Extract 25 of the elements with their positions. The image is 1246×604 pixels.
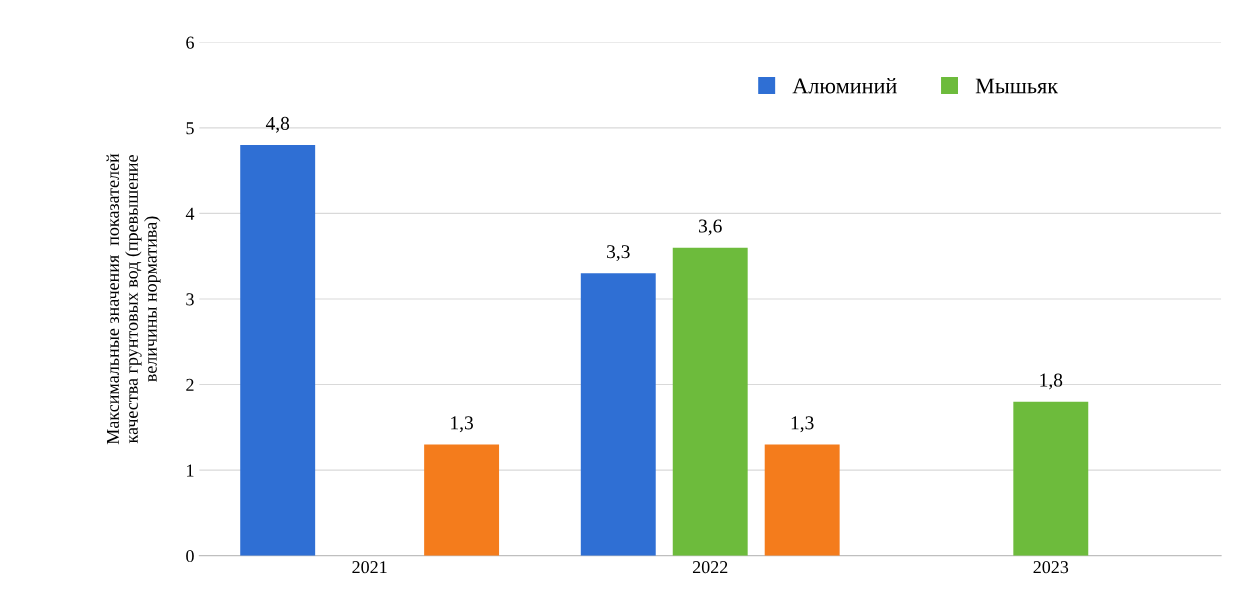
y-tick-label: 5	[186, 122, 194, 135]
y-tick-label: 0	[186, 549, 194, 563]
y-tick-label: 6	[186, 36, 194, 49]
y-axis-title: Максимальные значения показателей качества грунтовых вод (превышение величины норматива)	[106, 153, 161, 445]
data-label: 4,8	[265, 116, 290, 133]
data-label: 1,3	[451, 416, 473, 433]
legend-label: Алюминий	[792, 78, 897, 94]
data-label: 1,3	[791, 416, 814, 433]
data-label: 1,8	[1040, 373, 1063, 390]
bar	[240, 144, 316, 556]
x-tick-label: 2022	[692, 561, 728, 574]
x-tick-label: 2023	[1033, 561, 1069, 574]
bar	[672, 247, 748, 556]
y-tick-label: 3	[186, 293, 194, 306]
data-label: 3,3	[607, 245, 630, 262]
y-tick-label: 2	[186, 378, 194, 391]
bar	[580, 273, 656, 556]
y-tick-label: 4	[185, 207, 195, 220]
y-tick-label: 1	[187, 464, 194, 477]
x-tick-label: 2021	[352, 561, 387, 574]
legend-label: Мышьяк	[975, 78, 1059, 94]
bar	[1013, 401, 1089, 556]
data-label: 3,6	[699, 219, 722, 236]
bar	[764, 444, 840, 556]
bar	[424, 444, 500, 556]
